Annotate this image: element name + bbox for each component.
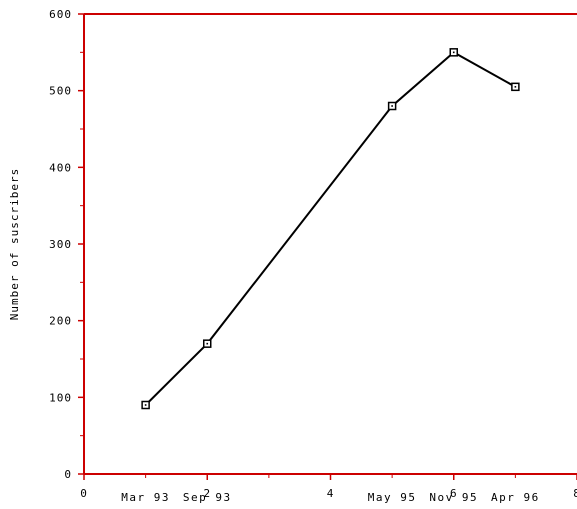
chart-axes <box>83 13 577 475</box>
y-tick-label: 200 <box>49 315 72 328</box>
category-label: May 95 <box>368 491 417 504</box>
y-axis-title: Number of suscribers <box>8 168 21 320</box>
data-point-dot <box>514 86 517 88</box>
category-label: Apr 96 <box>491 491 540 504</box>
data-point-dot <box>452 51 455 54</box>
category-label: Sep 93 <box>183 491 232 504</box>
category-label: Nov 95 <box>429 491 478 504</box>
y-tick-label: 0 <box>64 468 72 481</box>
x-axis-ticks: 0 2 4 6 8 <box>80 474 577 500</box>
category-label: Mar 93 <box>121 491 170 504</box>
x-tick-label: 6 <box>450 487 458 500</box>
x-tick-label: 0 <box>80 487 88 500</box>
data-point-dot <box>206 342 209 345</box>
y-tick-label: 100 <box>49 391 72 404</box>
y-tick-label: 400 <box>49 161 72 174</box>
y-tick-label: 500 <box>49 85 72 98</box>
y-tick-label: 600 <box>49 8 72 21</box>
y-axis-ticks: 0 100 200 300 400 500 600 <box>49 8 84 481</box>
x-tick-label: 4 <box>327 487 335 500</box>
category-labels: Mar 93 Sep 93 May 95 Nov 95 Apr 96 <box>121 491 540 504</box>
y-tick-label: 300 <box>49 238 72 251</box>
data-point-dot <box>391 105 393 107</box>
x-tick-label: 8 <box>573 487 577 500</box>
data-point-dot <box>144 404 147 406</box>
series-layer <box>141 48 520 410</box>
x-tick-label: 2 <box>203 487 211 500</box>
series-line <box>144 51 516 406</box>
